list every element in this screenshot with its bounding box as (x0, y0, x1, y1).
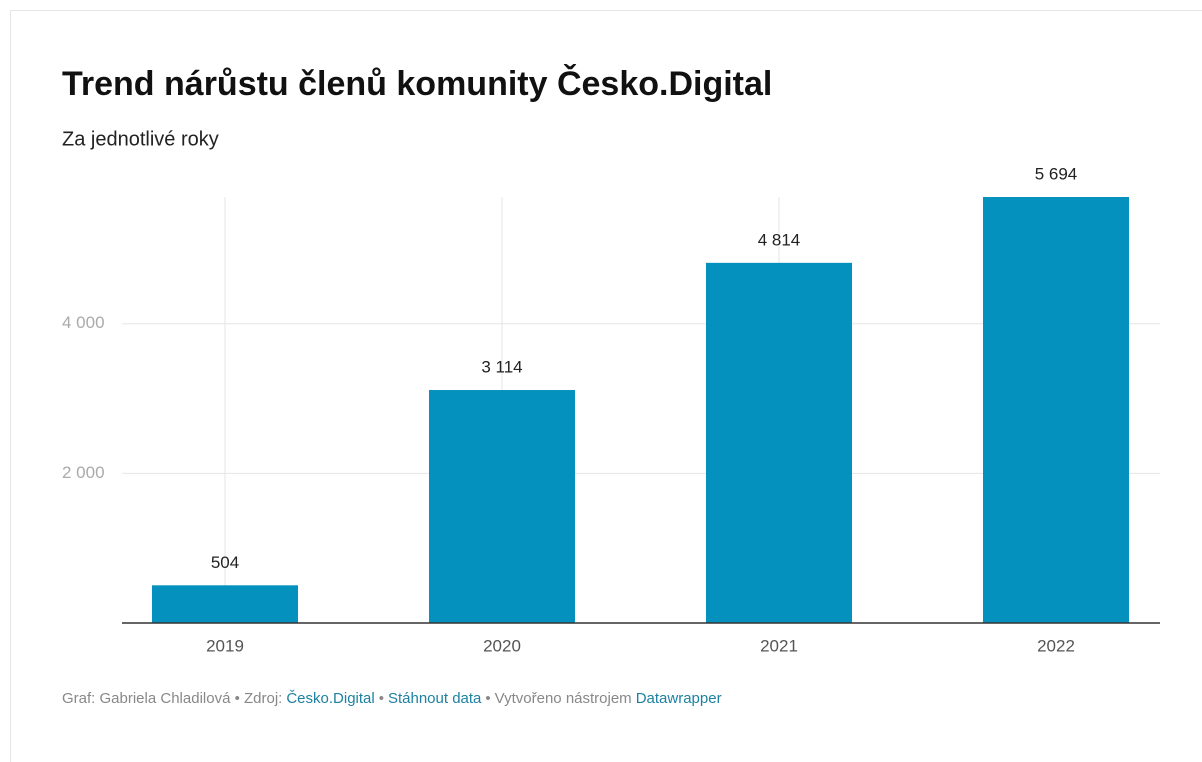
x-tick-label: 2020 (483, 636, 521, 655)
bar (706, 262, 852, 623)
chart-container (10, 10, 1202, 762)
y-tick-label: 2 000 (62, 463, 105, 482)
footer-separator: • (378, 690, 384, 707)
download-link[interactable]: Stáhnout data (387, 690, 482, 707)
bar (429, 390, 575, 623)
data-label: 4 814 (758, 230, 801, 249)
bar (152, 585, 298, 623)
x-tick-label: 2019 (206, 636, 244, 655)
tool-link[interactable]: Datawrapper (635, 690, 722, 707)
bar (983, 197, 1129, 623)
footer-text: Vytvořeno nástrojem (494, 690, 632, 707)
x-tick-label: 2021 (760, 636, 798, 655)
data-label: 5 694 (1035, 164, 1078, 183)
footer-text: Graf: Gabriela Chladilová • Zdroj: (62, 690, 283, 707)
x-tick-label: 2022 (1037, 636, 1075, 655)
source-link[interactable]: Česko.Digital (286, 690, 375, 707)
chart-subtitle: Za jednotlivé roky (62, 128, 219, 150)
footer-separator: • (485, 690, 491, 707)
y-tick-label: 4 000 (62, 313, 105, 332)
footer: Graf: Gabriela Chladilová • Zdroj: Česko.… (62, 690, 726, 707)
chart-title: Trend nárůstu členů komunity Česko.Digit… (62, 64, 772, 103)
data-label: 3 114 (481, 358, 522, 377)
data-label: 504 (211, 553, 239, 572)
